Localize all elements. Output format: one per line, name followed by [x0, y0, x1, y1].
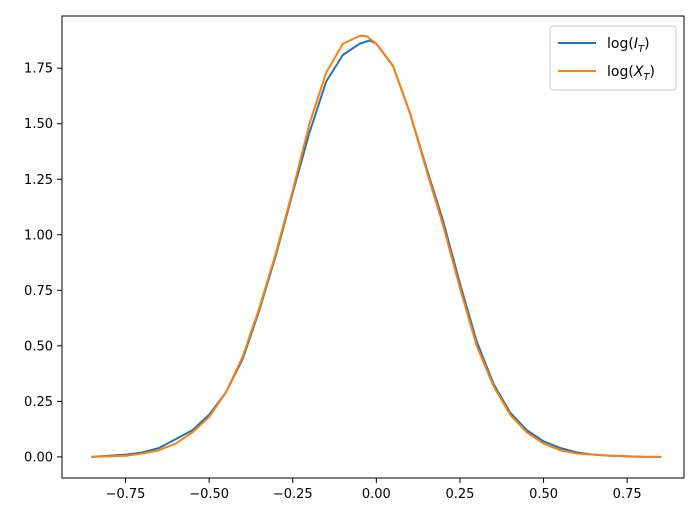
x-tick-label: 0.50 [529, 487, 558, 502]
legend-label-main: log( [607, 64, 634, 80]
y-tick-label: 0.75 [24, 284, 53, 299]
axes-frame [61, 15, 685, 479]
legend-label: log(IT) [607, 36, 650, 55]
legend: log(IT)log(XT) [549, 25, 677, 91]
y-tick-label: 1.00 [24, 228, 53, 243]
y-tick-label: 1.50 [24, 117, 53, 132]
plot-area [91, 34, 662, 458]
y-tick-label: 0.50 [24, 339, 53, 354]
legend-label: log(XT) [607, 64, 655, 83]
x-tick-label: 0.25 [445, 487, 474, 502]
legend-label-subscript: T [643, 72, 650, 83]
y-tick-label: 1.75 [24, 62, 53, 77]
x-tick-label: −0.75 [106, 487, 146, 502]
legend-label-subscript: T [638, 44, 645, 55]
legend-label-variable: X [633, 64, 644, 80]
x-tick-label: −0.25 [273, 487, 313, 502]
legend-label-main: log( [607, 36, 634, 52]
x-axis: −0.75 −0.50 −0.25 0.00 0.25 0.50 0.75 [106, 478, 642, 502]
y-tick-label: 0.25 [24, 395, 53, 410]
y-axis: 0.00 0.25 0.50 0.75 1.00 1.25 1.50 1.75 [24, 62, 62, 465]
x-tick-label: 0.75 [613, 487, 642, 502]
y-tick-label: 0.00 [24, 450, 53, 465]
y-tick-label: 1.25 [24, 173, 53, 188]
legend-label-close: ) [644, 36, 649, 52]
x-tick-label: 0.00 [362, 487, 391, 502]
x-tick-label: −0.50 [189, 487, 229, 502]
legend-label-close: ) [650, 64, 655, 80]
series-line-2 [91, 34, 662, 458]
legend-label-variable: I [634, 36, 638, 52]
